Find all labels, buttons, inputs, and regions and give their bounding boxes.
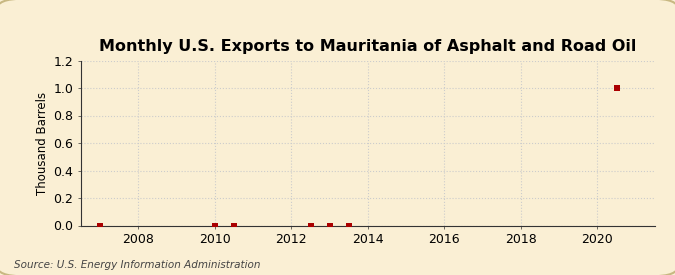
Point xyxy=(209,223,220,228)
Title: Monthly U.S. Exports to Mauritania of Asphalt and Road Oil: Monthly U.S. Exports to Mauritania of As… xyxy=(99,39,637,54)
Point xyxy=(95,223,105,228)
Point xyxy=(305,223,316,228)
Text: Source: U.S. Energy Information Administration: Source: U.S. Energy Information Administ… xyxy=(14,260,260,270)
Point xyxy=(344,223,354,228)
Point xyxy=(611,86,622,90)
Y-axis label: Thousand Barrels: Thousand Barrels xyxy=(36,91,49,195)
Point xyxy=(229,223,240,228)
Point xyxy=(324,223,335,228)
